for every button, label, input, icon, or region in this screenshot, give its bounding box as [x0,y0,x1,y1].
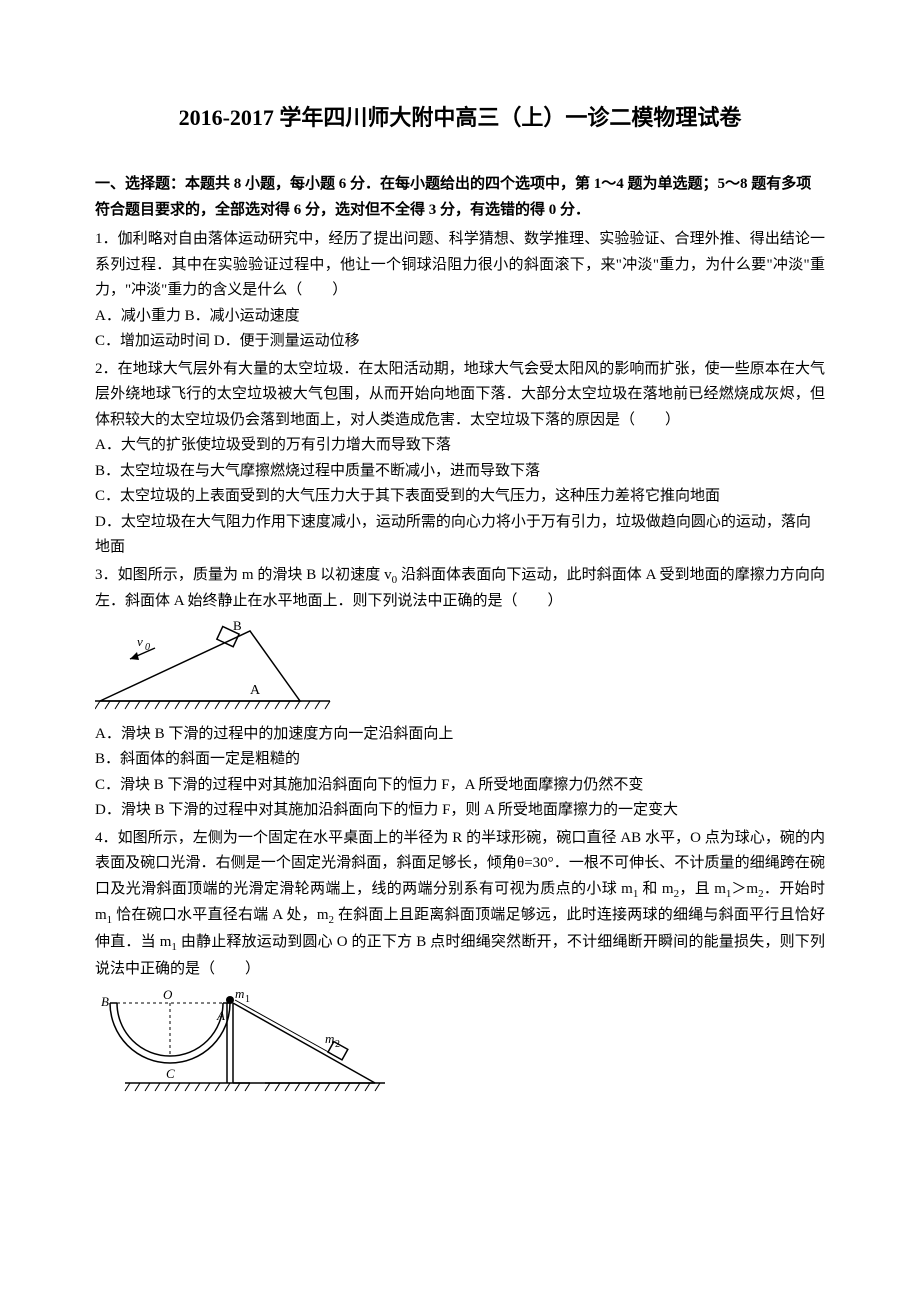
question-2: 2．在地球大气层外有大量的太空垃圾．在太阳活动期，地球大气会受太阳风的影响而扩张… [95,357,825,561]
q4-label-b: B [101,994,109,1009]
q3-label-a: A [250,683,261,698]
q1-options-cd: C．增加运动时间 D．便于测量运动位移 [95,329,825,355]
q4-figure: B O A C m 1 [95,988,825,1118]
q2-text: 2．在地球大气层外有大量的太空垃圾．在太阳活动期，地球大气会受太阳风的影响而扩张… [95,357,825,434]
q4-part-1: 和 m [638,881,673,897]
q4-part-7: 由静止释放运动到圆心 O 的正下方 B 点时细绳突然断开，不计细绳断开瞬间的能量… [95,934,825,977]
exam-title: 2016-2017 学年四川师大附中高三（上）一诊二模物理试卷 [95,100,825,132]
q4-label-m1: m [235,988,244,1001]
q3-label-b: B [233,621,242,633]
q3-label-v: v [137,634,143,649]
question-1: 1．伽利略对自由落体运动研究中，经历了提出问题、科学猜想、数学推理、实验验证、合… [95,227,825,355]
question-4: 4．如图所示，左侧为一个固定在水平桌面上的半径为 R 的半球形碗，碗口直径 AB… [95,826,825,1119]
bowl-incline-diagram-icon: B O A C m 1 [95,988,395,1118]
q3-option-a: A．滑块 B 下滑的过程中的加速度方向一定沿斜面向上 [95,722,825,748]
q3-text: 3．如图所示，质量为 m 的滑块 B 以初速度 v0 沿斜面体表面向下运动，此时… [95,563,825,615]
incline-diagram-icon: v 0 B A [95,621,335,716]
question-3: 3．如图所示，质量为 m 的滑块 B 以初速度 v0 沿斜面体表面向下运动，此时… [95,563,825,824]
q2-option-b: B．太空垃圾在与大气摩擦燃烧过程中质量不断减小，进而导致下落 [95,459,825,485]
q3-option-c: C．滑块 B 下滑的过程中对其施加沿斜面向下的恒力 F，A 所受地面摩擦力仍然不… [95,773,825,799]
q1-text: 1．伽利略对自由落体运动研究中，经历了提出问题、科学猜想、数学推理、实验验证、合… [95,227,825,304]
q3-label-v-sub: 0 [145,642,150,653]
q4-part-5: 恰在碗口水平直径右端 A 处，m [112,907,328,923]
q4-part-3: ＞m [731,881,758,897]
q3-option-b: B．斜面体的斜面一定是粗糙的 [95,747,825,773]
q4-label-o: O [163,988,173,1002]
q4-label-c: C [166,1066,175,1081]
q4-label-m1-sub: 1 [245,994,250,1005]
q2-option-a: A．大气的扩张使垃圾受到的万有引力增大而导致下落 [95,433,825,459]
q2-option-c: C．太空垃圾的上表面受到的大气压力大于其下表面受到的大气压力，这种压力差将它推向… [95,484,825,510]
q3-figure: v 0 B A [95,621,825,716]
q4-label-m2-sub: 2 [335,1039,340,1050]
section-header: 一、选择题：本题共 8 小题，每小题 6 分．在每小题给出的四个选项中，第 1～… [95,172,825,223]
q4-label-a: A [216,1008,225,1023]
q4-label-m2: m [325,1031,334,1046]
q4-part-2: ，且 m [679,881,726,897]
q1-options-ab: A．减小重力 B．减小运动速度 [95,304,825,330]
q3-option-d: D．滑块 B 下滑的过程中对其施加沿斜面向下的恒力 F，则 A 所受地面摩擦力的… [95,798,825,824]
q2-option-d: D．太空垃圾在大气阻力作用下速度减小，运动所需的向心力将小于万有引力，垃圾做趋向… [95,510,825,561]
q3-text-pre: 3．如图所示，质量为 m 的滑块 B 以初速度 v [95,567,392,583]
q4-text: 4．如图所示，左侧为一个固定在水平桌面上的半径为 R 的半球形碗，碗口直径 AB… [95,826,825,983]
